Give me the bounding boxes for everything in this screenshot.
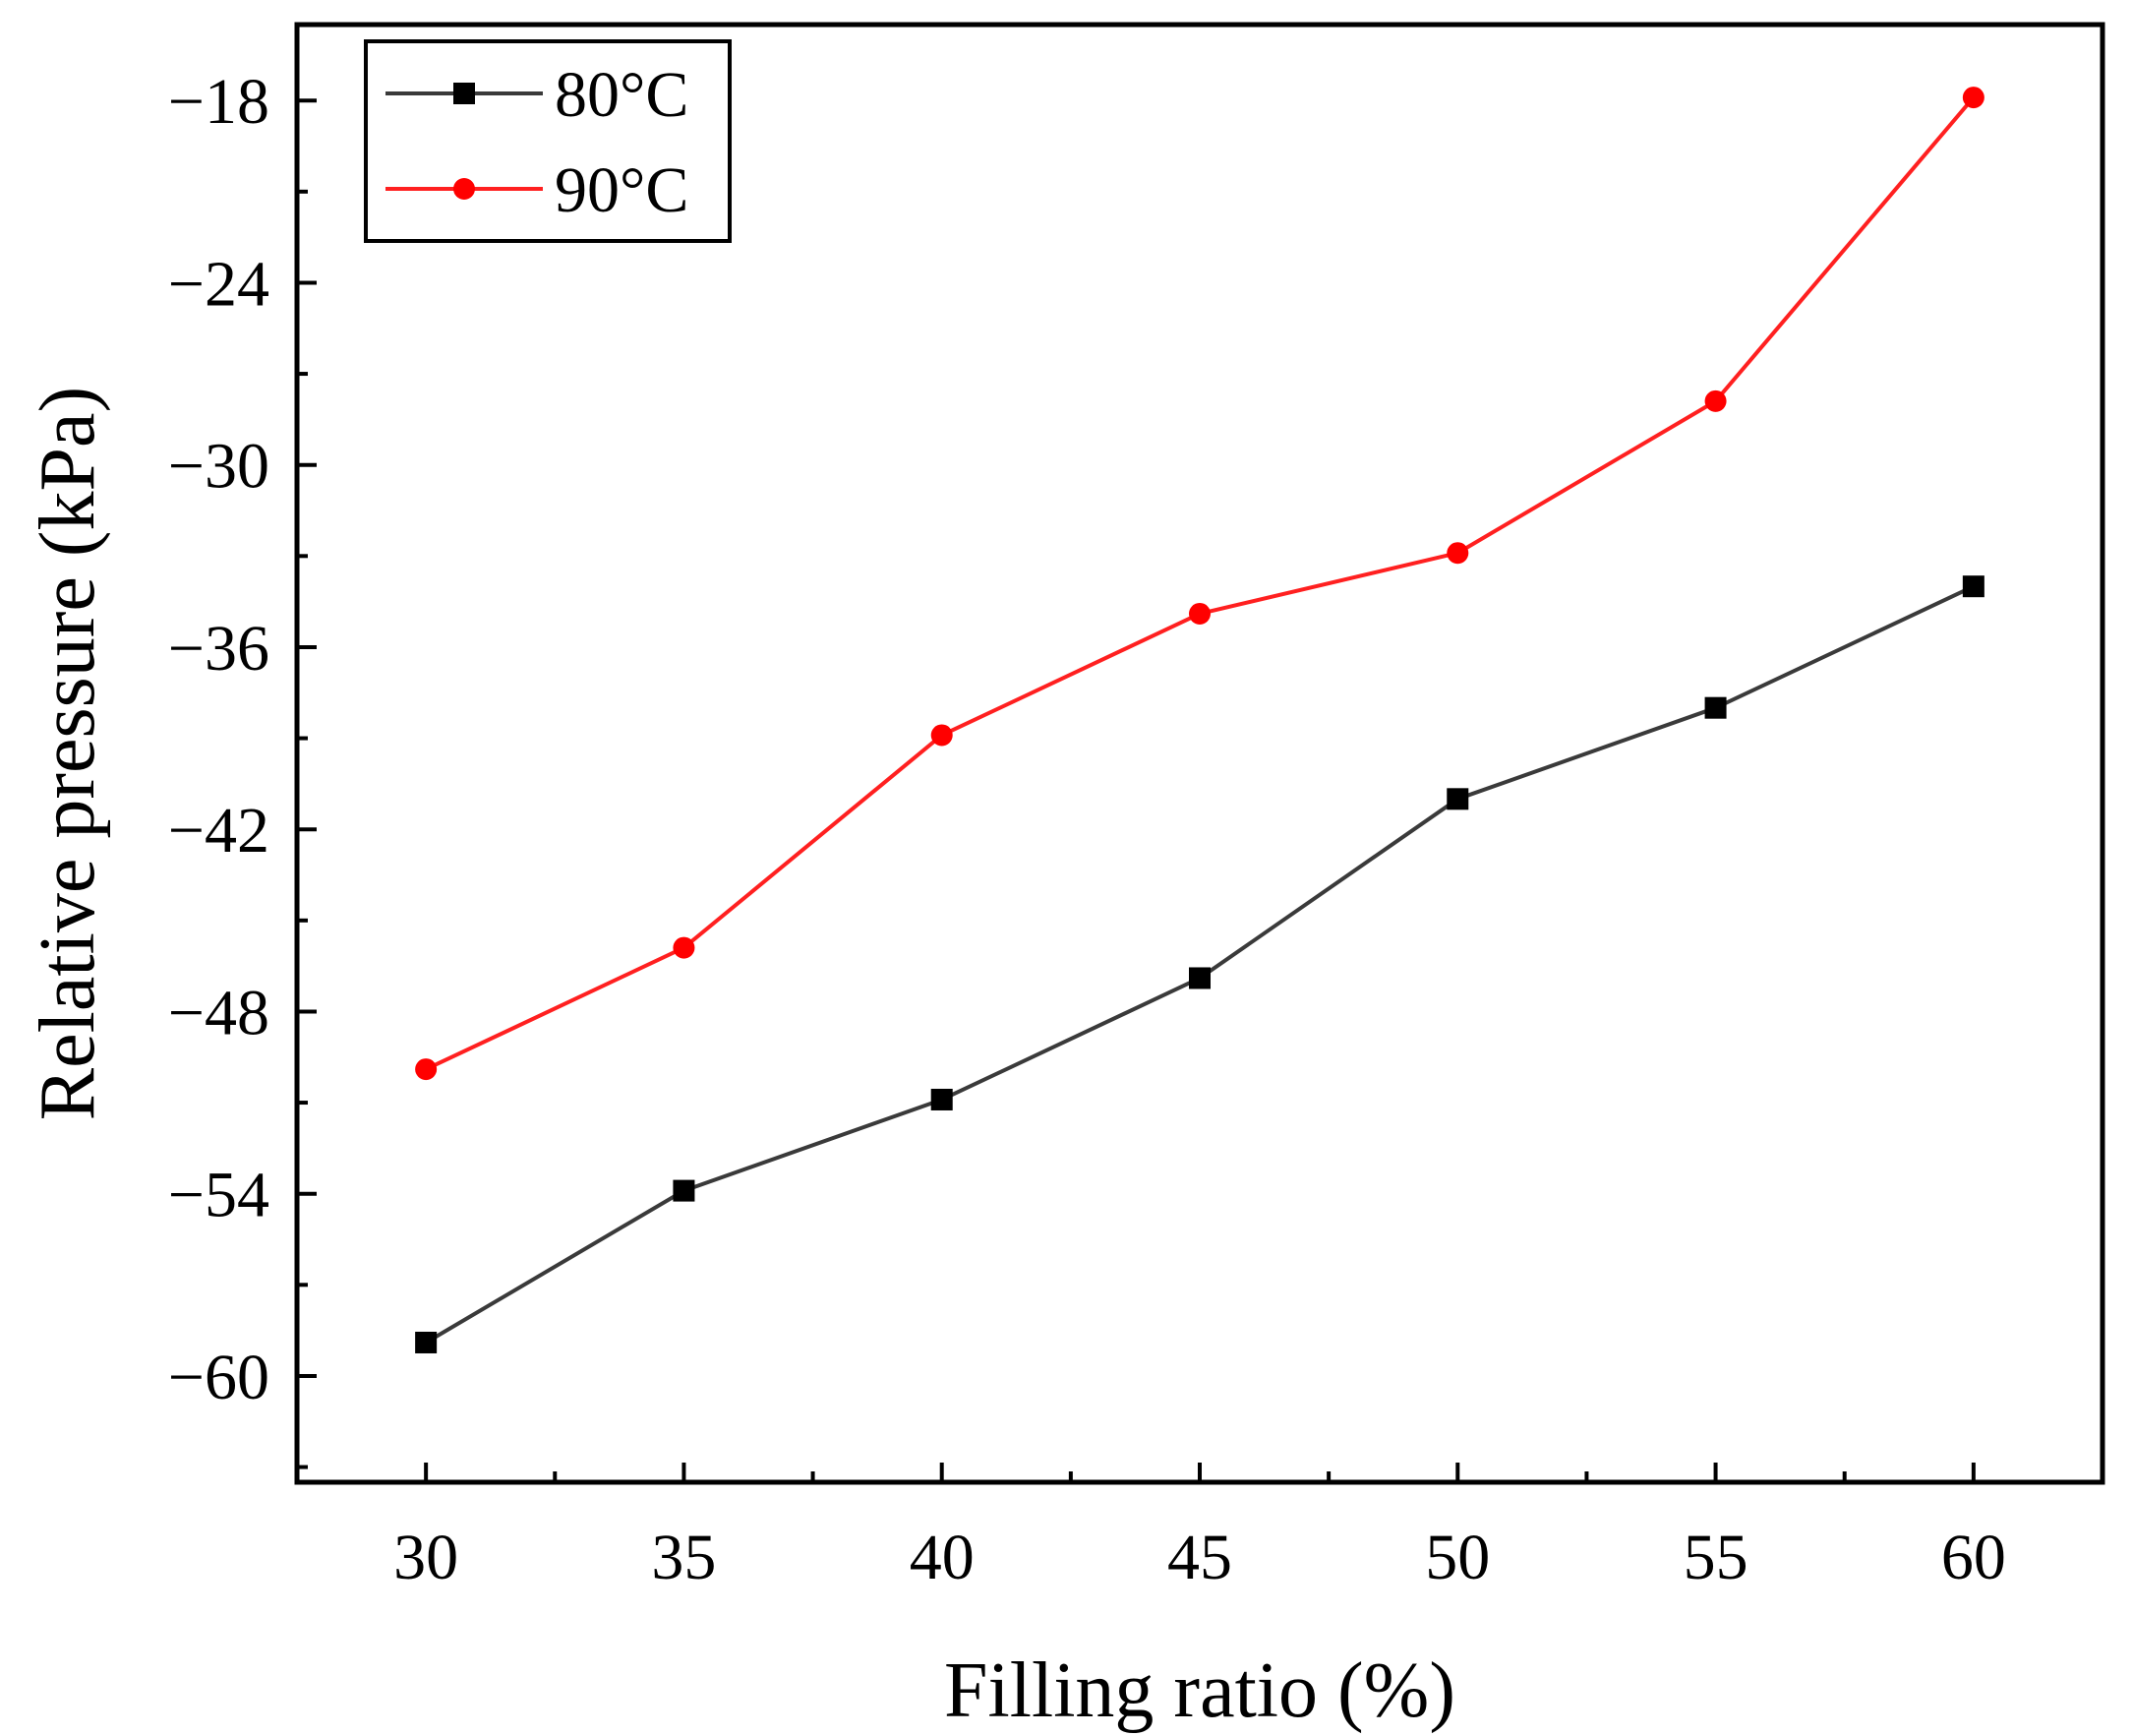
y-axis-ticks: −60 −54 −48 −42 −36 −30 −24 −18	[168, 66, 317, 1469]
y-tick-label: −48	[168, 977, 269, 1048]
data-point-80c	[1447, 788, 1469, 810]
data-point-90c	[930, 724, 953, 747]
x-tick-label: 30	[393, 1522, 458, 1593]
legend-box	[364, 39, 732, 243]
x-axis-title: Filling ratio (%)	[944, 1647, 1455, 1734]
y-tick-label: −36	[168, 613, 269, 685]
series-line-90c	[425, 95, 1976, 1071]
legend-marker-80c	[453, 83, 475, 104]
series-layer	[415, 87, 1984, 1353]
data-point-80c	[1704, 696, 1727, 719]
data-point-80c	[415, 1331, 438, 1353]
y-tick-label: −42	[168, 795, 269, 867]
y-tick-label: −24	[168, 248, 269, 320]
x-tick-label: 55	[1684, 1522, 1748, 1593]
y-tick-label: −18	[168, 66, 269, 138]
x-tick-label: 50	[1425, 1522, 1490, 1593]
y-tick-label: −60	[168, 1342, 269, 1413]
data-point-80c	[1189, 967, 1211, 989]
data-point-80c	[1962, 575, 1984, 598]
plot-frame	[294, 22, 2105, 1485]
legend-label-90c: 90°C	[555, 154, 688, 226]
data-point-80c	[930, 1088, 953, 1110]
data-point-90c	[1962, 87, 1984, 109]
data-point-90c	[1447, 542, 1469, 565]
data-point-80c	[673, 1179, 695, 1202]
x-axis-ticks: 30 35 40 45 50 55 60	[393, 1463, 2006, 1593]
data-point-90c	[673, 936, 695, 959]
y-axis-title: Relative pressure (kPa)	[25, 387, 111, 1120]
x-tick-label: 35	[651, 1522, 716, 1593]
legend-marker-90c	[453, 178, 475, 200]
data-point-90c	[1189, 602, 1211, 625]
legend-label-80c: 80°C	[555, 59, 688, 131]
data-point-90c	[1704, 389, 1727, 412]
legend: 80°C 90°C	[364, 39, 732, 243]
y-tick-label: −54	[168, 1160, 269, 1231]
x-tick-label: 60	[1941, 1522, 2006, 1593]
x-tick-label: 45	[1167, 1522, 1232, 1593]
x-tick-label: 40	[910, 1522, 975, 1593]
y-tick-label: −30	[168, 431, 269, 503]
series-line-80c	[425, 584, 1975, 1345]
data-point-90c	[415, 1058, 438, 1081]
